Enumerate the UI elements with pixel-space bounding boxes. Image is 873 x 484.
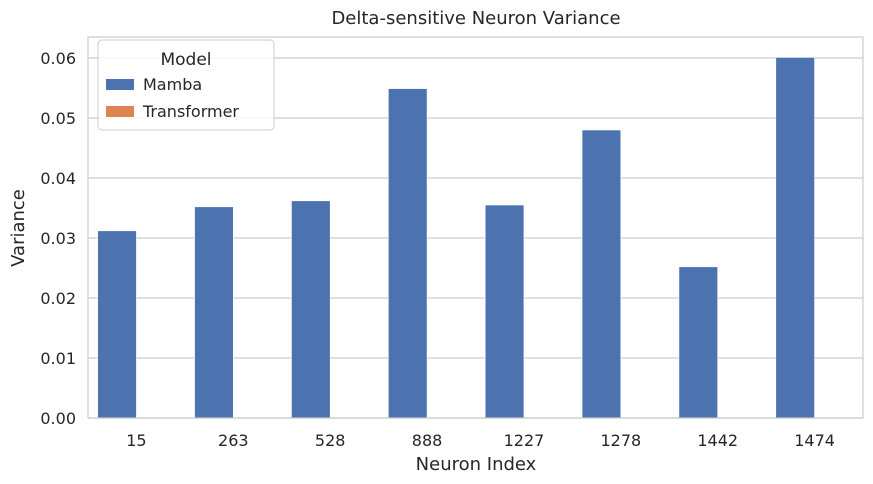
bar-mamba-1474 bbox=[775, 57, 815, 419]
legend-swatch-transformer bbox=[106, 106, 134, 117]
legend-box bbox=[97, 39, 275, 131]
x-tick-label: 528 bbox=[315, 431, 346, 450]
x-tick-label: 15 bbox=[126, 431, 146, 450]
legend-label-transformer: Transformer bbox=[142, 102, 239, 121]
y-tick-label: 0.06 bbox=[40, 49, 76, 68]
legend-swatch-mamba bbox=[106, 79, 134, 90]
x-tick-label: 1442 bbox=[697, 431, 738, 450]
bar-mamba-1227 bbox=[484, 204, 525, 419]
y-tick-label: 0.03 bbox=[40, 229, 76, 248]
y-tick-label: 0.00 bbox=[40, 409, 76, 428]
legend-title: Model bbox=[160, 50, 211, 70]
y-tick-label: 0.01 bbox=[40, 349, 76, 368]
x-tick-label: 888 bbox=[412, 431, 443, 450]
y-ticks: 0.00 0.01 0.02 0.03 0.04 0.05 0.06 bbox=[40, 49, 76, 428]
x-tick-label: 1227 bbox=[504, 431, 545, 450]
bar-mamba-1442 bbox=[678, 266, 718, 419]
bar-mamba-15 bbox=[97, 230, 137, 419]
chart-title: Delta-sensitive Neuron Variance bbox=[331, 8, 620, 29]
y-tick-label: 0.05 bbox=[40, 109, 76, 128]
legend-label-mamba: Mamba bbox=[143, 75, 202, 94]
bar-mamba-528 bbox=[291, 200, 331, 419]
plot-frame bbox=[87, 36, 864, 419]
y-tick-label: 0.02 bbox=[40, 289, 76, 308]
bar-mamba-1278 bbox=[581, 129, 622, 419]
x-tick-label: 1474 bbox=[794, 431, 835, 450]
x-axis-label: Neuron Index bbox=[416, 454, 537, 475]
bar-mamba-888 bbox=[388, 88, 428, 419]
legend: Model Mamba Transformer bbox=[97, 39, 275, 131]
bars bbox=[97, 57, 815, 419]
x-tick-label: 263 bbox=[218, 431, 249, 450]
x-tick-label: 1278 bbox=[600, 431, 641, 450]
bar-mamba-263 bbox=[194, 206, 234, 419]
y-axis-label: Variance bbox=[8, 189, 29, 267]
y-tick-label: 0.04 bbox=[40, 169, 76, 188]
x-ticks: 15 263 528 888 1227 1278 1442 1474 bbox=[126, 431, 835, 450]
